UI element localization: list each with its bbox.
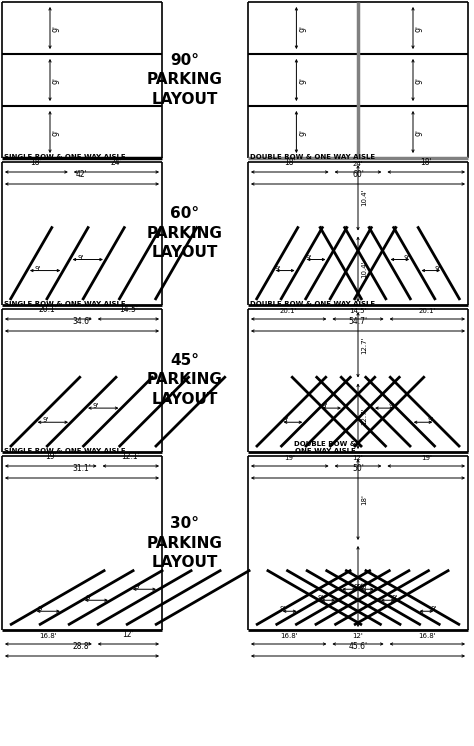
Text: 19': 19': [421, 455, 432, 461]
Text: 9': 9': [283, 417, 289, 423]
Text: 9': 9': [134, 584, 140, 590]
Text: 9': 9': [392, 595, 398, 601]
Text: 16.8': 16.8': [419, 633, 436, 639]
Text: 9': 9': [416, 25, 425, 31]
Text: 30°
PARKING
LAYOUT: 30° PARKING LAYOUT: [147, 515, 223, 570]
Text: 28.8': 28.8': [73, 642, 91, 651]
Text: 14.5': 14.5': [349, 308, 367, 314]
Text: 31.1': 31.1': [73, 464, 91, 473]
Text: 12.7': 12.7': [361, 407, 367, 425]
Text: 9': 9': [318, 595, 324, 601]
Text: 9': 9': [300, 25, 309, 31]
Text: 9': 9': [38, 606, 44, 612]
Text: 9': 9': [35, 266, 41, 272]
Text: SINGLE ROW & ONE WAY AISLE: SINGLE ROW & ONE WAY AISLE: [4, 154, 126, 160]
Text: DOUBLE ROW &
ONE WAY AISLE: DOUBLE ROW & ONE WAY AISLE: [294, 441, 356, 454]
Text: 9': 9': [416, 77, 425, 84]
Text: 9': 9': [321, 403, 328, 409]
Text: 9': 9': [306, 254, 312, 260]
Text: 9': 9': [353, 584, 359, 590]
Text: 9': 9': [86, 595, 92, 601]
Text: 50': 50': [352, 464, 364, 473]
Text: 60°
PARKING
LAYOUT: 60° PARKING LAYOUT: [147, 206, 223, 260]
Text: 12': 12': [353, 633, 364, 639]
Text: 24': 24': [110, 158, 122, 167]
Text: 18': 18': [31, 158, 42, 167]
Text: 12': 12': [353, 455, 364, 461]
Text: 10.4': 10.4': [361, 189, 367, 207]
Text: 20.1': 20.1': [39, 305, 58, 314]
Text: 9': 9': [435, 266, 441, 272]
Text: DOUBLE ROW & ONE WAY AISLE: DOUBLE ROW & ONE WAY AISLE: [250, 301, 375, 307]
Text: 9': 9': [53, 25, 62, 31]
Text: 9': 9': [279, 606, 286, 612]
Text: 18': 18': [361, 581, 367, 592]
Text: 9': 9': [275, 266, 281, 272]
Text: 42': 42': [76, 170, 88, 179]
Text: 9': 9': [53, 128, 62, 136]
Text: 10.4': 10.4': [361, 260, 367, 278]
Text: 9': 9': [427, 417, 433, 423]
Text: 9': 9': [77, 254, 84, 260]
Text: 18': 18': [361, 494, 367, 505]
Text: 18': 18': [420, 158, 432, 167]
Text: 90°
PARKING
LAYOUT: 90° PARKING LAYOUT: [147, 53, 223, 107]
Text: 18': 18': [284, 158, 296, 167]
Text: 9': 9': [93, 403, 99, 409]
Text: 9': 9': [356, 584, 363, 590]
Text: 24': 24': [353, 161, 363, 167]
Text: 12': 12': [123, 630, 134, 639]
Text: 9': 9': [43, 417, 49, 423]
Text: 54.7': 54.7': [348, 317, 367, 326]
Text: SINGLE ROW & ONE WAY AISLE: SINGLE ROW & ONE WAY AISLE: [4, 448, 126, 454]
Text: 12.1': 12.1': [121, 452, 140, 461]
Text: 12.7': 12.7': [361, 336, 367, 354]
Text: 60': 60': [352, 170, 364, 179]
Text: 9': 9': [404, 254, 410, 260]
Text: 9': 9': [430, 606, 437, 612]
Text: 45.6': 45.6': [348, 642, 367, 651]
Text: 19': 19': [284, 455, 295, 461]
Text: DOUBLE ROW & ONE WAY AISLE: DOUBLE ROW & ONE WAY AISLE: [250, 154, 375, 160]
Text: SINGLE ROW & ONE WAY AISLE: SINGLE ROW & ONE WAY AISLE: [4, 301, 126, 307]
Text: 14.5': 14.5': [119, 305, 138, 314]
Text: 9': 9': [300, 77, 309, 84]
Text: 9': 9': [53, 77, 62, 84]
Text: 20.1': 20.1': [280, 308, 298, 314]
Text: 16.8': 16.8': [280, 633, 298, 639]
Text: 19': 19': [45, 452, 57, 461]
Text: 9': 9': [416, 128, 425, 136]
Text: 20.1': 20.1': [419, 308, 436, 314]
Text: 9': 9': [300, 128, 309, 136]
Text: 16.8': 16.8': [40, 633, 57, 639]
Text: 9': 9': [388, 403, 395, 409]
Text: 45°
PARKING
LAYOUT: 45° PARKING LAYOUT: [147, 353, 223, 407]
Text: 34.6': 34.6': [73, 317, 91, 326]
